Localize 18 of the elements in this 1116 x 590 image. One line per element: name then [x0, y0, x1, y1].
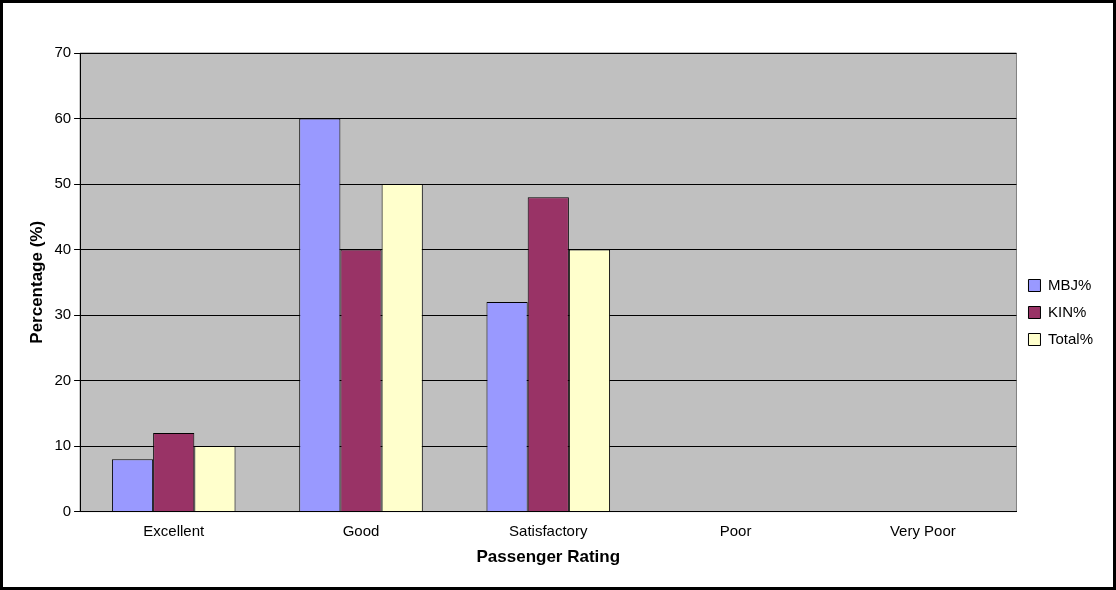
y-tick-label: 50	[54, 174, 72, 192]
legend-label: MBJ%	[1047, 275, 1092, 293]
y-tick-label: 0	[62, 501, 72, 519]
legend-label: Total%	[1047, 329, 1094, 347]
x-tick-label: Excellent	[143, 521, 205, 539]
y-tick-label: 30	[54, 305, 72, 323]
y-axis-title: Percentage (%)	[26, 220, 46, 344]
x-tick-label: Very Poor	[889, 521, 956, 539]
y-tick-label: 70	[54, 43, 72, 61]
x-tick-label: Satisfactory	[509, 521, 588, 539]
y-tick-label: 60	[54, 108, 72, 126]
y-tick-label: 10	[54, 436, 72, 454]
y-tick-label: 40	[54, 239, 72, 257]
x-axis-title: Passenger Rating	[476, 547, 621, 567]
x-tick-label: Poor	[719, 521, 752, 539]
x-tick-label: Good	[342, 521, 380, 539]
y-tick-label: 20	[54, 370, 72, 388]
legend-label: KIN%	[1047, 302, 1087, 320]
